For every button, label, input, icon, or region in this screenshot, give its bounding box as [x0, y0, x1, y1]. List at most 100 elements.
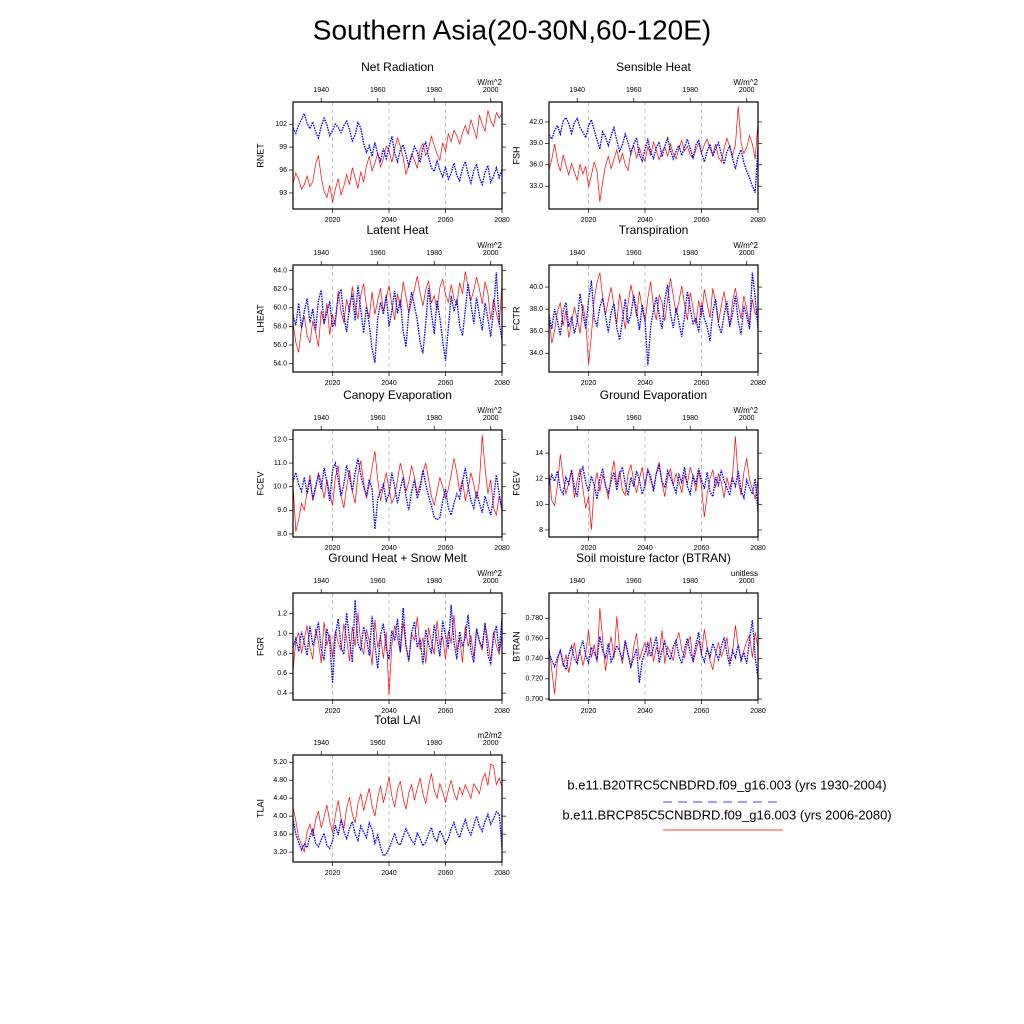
x-tick-label: 2080	[494, 545, 510, 552]
x-tick-label: 2020	[581, 708, 597, 715]
x2-tick-label: 1980	[682, 578, 698, 585]
panel-title: Sensible Heat	[616, 60, 691, 74]
y-tick-label: 0.720	[525, 676, 543, 683]
x-tick-label: 2060	[694, 545, 710, 552]
series-line	[292, 272, 503, 363]
series-line	[292, 763, 503, 853]
series-line	[548, 436, 759, 530]
y-tick-label: 56.0	[273, 342, 287, 349]
x2-tick-label: 1980	[426, 415, 442, 422]
y-tick-label: 0.8	[277, 650, 287, 657]
x-tick-label: 2020	[581, 217, 597, 224]
x2-tick-label: 2000	[483, 250, 499, 257]
series-line	[292, 458, 503, 530]
series-line	[292, 271, 503, 353]
x2-tick-label: 2000	[483, 87, 499, 94]
x2-tick-label: 1940	[569, 415, 585, 422]
figure-title: Southern Asia(20-30N,60-120E)	[313, 14, 711, 45]
x-tick-label: 2080	[494, 380, 510, 387]
x2-tick-label: 2000	[483, 415, 499, 422]
x2-tick-label: 1960	[626, 415, 642, 422]
y-tick-label: 34.0	[529, 350, 543, 357]
x2-tick-label: 1940	[569, 250, 585, 257]
x-tick-label: 2020	[581, 545, 597, 552]
panel-title: Canopy Evaporation	[343, 388, 452, 402]
x-tick-label: 2080	[494, 870, 510, 877]
x-tick-label: 2080	[750, 708, 766, 715]
plot-frame	[292, 754, 503, 863]
y-tick-label: 0.700	[525, 696, 543, 703]
legend-label: b.e11.B20TRC5CNBDRD.f09_g16.003 (yrs 193…	[567, 777, 886, 792]
y-tick-label: 0.780	[525, 615, 543, 622]
x-tick-label: 2040	[637, 217, 653, 224]
y-tick-label: 14	[535, 450, 543, 457]
y-tick-label: 1.0	[277, 630, 287, 637]
legend-label: b.e11.BRCP85C5CNBDRD.f09_g16.003 (yrs 20…	[562, 807, 891, 822]
y-tick-label: 5.20	[273, 759, 287, 766]
x2-tick-label: 2000	[739, 578, 755, 585]
x2-tick-label: 1960	[370, 250, 386, 257]
plot-frame	[292, 264, 503, 373]
x2-tick-label: 1980	[682, 250, 698, 257]
y-tick-label: 4.00	[273, 813, 287, 820]
units-label: W/m^2	[477, 241, 502, 250]
y-tick-label: 12.0	[273, 436, 287, 443]
x-tick-label: 2040	[381, 380, 397, 387]
units-label: unitless	[731, 569, 758, 578]
x2-tick-label: 1940	[313, 415, 329, 422]
plot-frame	[548, 101, 759, 210]
y-axis-label: FGR	[255, 637, 265, 656]
y-axis-label: TLAI	[255, 799, 265, 818]
x-tick-label: 2040	[381, 708, 397, 715]
x2-tick-label: 1940	[569, 87, 585, 94]
plot-frame	[292, 592, 503, 701]
y-tick-label: 4.40	[273, 795, 287, 802]
x2-tick-label: 1960	[626, 87, 642, 94]
y-tick-label: 4.80	[273, 777, 287, 784]
plot-frame	[292, 101, 503, 210]
units-label: W/m^2	[733, 406, 758, 415]
x2-tick-label: 1980	[426, 250, 442, 257]
y-tick-label: 33.0	[529, 183, 543, 190]
series-line	[548, 608, 759, 694]
units-label: W/m^2	[733, 78, 758, 87]
y-tick-label: 99	[279, 144, 287, 151]
x-tick-label: 2060	[694, 380, 710, 387]
x2-tick-label: 1960	[370, 740, 386, 747]
y-tick-label: 3.20	[273, 849, 287, 856]
y-tick-label: 54.0	[273, 360, 287, 367]
y-tick-label: 40.0	[529, 284, 543, 291]
x2-tick-label: 1940	[313, 87, 329, 94]
y-tick-label: 11.0	[274, 460, 287, 467]
series-line	[292, 434, 503, 532]
x2-tick-label: 1940	[569, 578, 585, 585]
x-tick-label: 2060	[438, 545, 454, 552]
y-tick-label: 36.0	[529, 162, 543, 169]
y-tick-label: 38.0	[529, 306, 543, 313]
units-label: W/m^2	[733, 241, 758, 250]
plot-frame	[548, 592, 759, 701]
x2-tick-label: 1980	[426, 578, 442, 585]
series-line	[292, 110, 503, 203]
series-line	[548, 463, 759, 513]
panel-title: Ground Evaporation	[600, 388, 707, 402]
y-axis-label: FCEV	[255, 471, 265, 495]
x2-tick-label: 1960	[626, 250, 642, 257]
panel-title: Ground Heat + Snow Melt	[328, 551, 467, 565]
x-tick-label: 2020	[581, 380, 597, 387]
x-tick-label: 2020	[325, 870, 341, 877]
x-tick-label: 2040	[381, 545, 397, 552]
panel-title: Latent Heat	[366, 223, 429, 237]
x-tick-label: 2060	[438, 380, 454, 387]
y-tick-label: 10	[535, 501, 543, 508]
x2-tick-label: 2000	[739, 250, 755, 257]
x-tick-label: 2020	[325, 380, 341, 387]
y-tick-label: 60.0	[273, 305, 287, 312]
x-tick-label: 2080	[494, 708, 510, 715]
x-tick-label: 2080	[750, 380, 766, 387]
y-tick-label: 1.2	[277, 611, 287, 618]
x-tick-label: 2080	[494, 217, 510, 224]
plot-frame	[548, 264, 759, 373]
series-line	[548, 272, 759, 366]
